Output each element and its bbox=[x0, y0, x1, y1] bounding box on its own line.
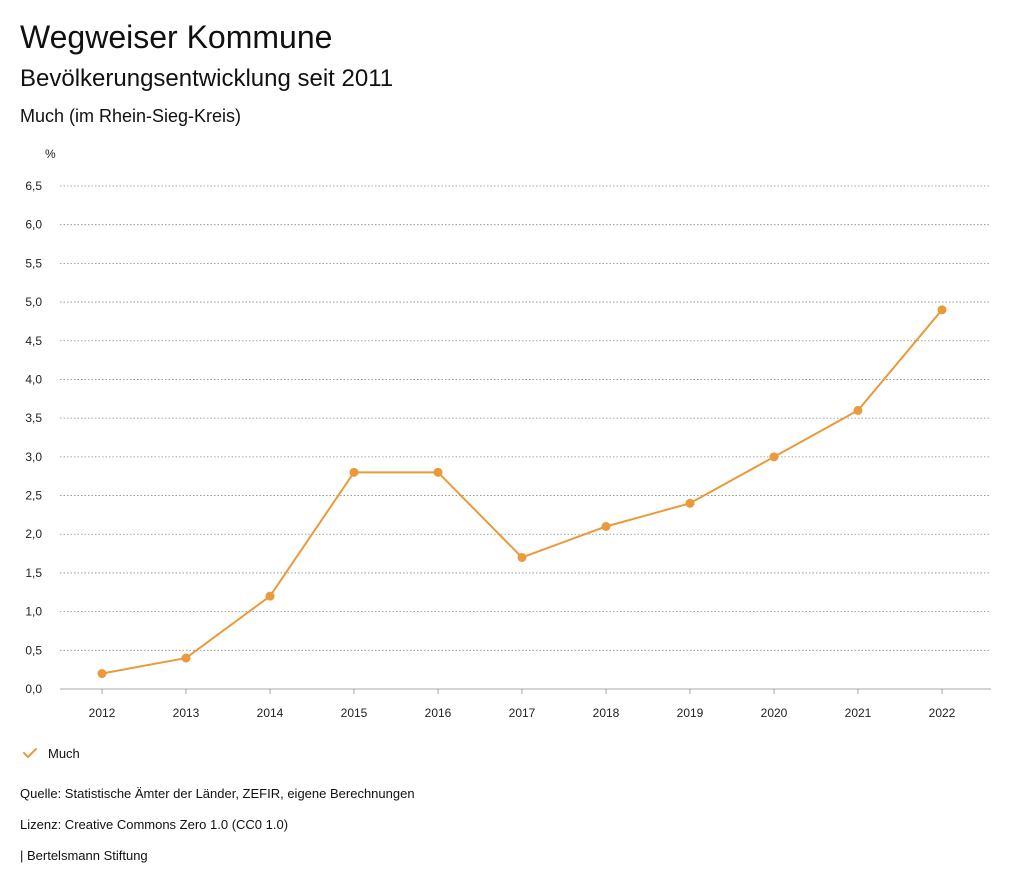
x-tick-label: 2018 bbox=[593, 706, 620, 720]
x-tick-label: 2013 bbox=[173, 706, 200, 720]
data-point[interactable] bbox=[853, 405, 863, 415]
y-tick-label: 3,5 bbox=[25, 411, 42, 425]
y-tick-label: 5,0 bbox=[25, 295, 42, 309]
data-point[interactable] bbox=[265, 591, 275, 601]
x-tick-label: 2012 bbox=[89, 706, 116, 720]
y-tick-label: 4,5 bbox=[25, 334, 42, 348]
data-point[interactable] bbox=[769, 452, 779, 462]
data-point[interactable] bbox=[517, 552, 527, 562]
y-tick-label: 4,0 bbox=[25, 372, 42, 386]
y-axis-unit-label: % bbox=[45, 147, 56, 161]
y-tick-label: 2,0 bbox=[25, 527, 42, 541]
x-axis-ticks: 2012 2013 2014 2015 2016 2017 2018 2019 2020 2021… bbox=[89, 689, 956, 720]
y-tick-label: 2,5 bbox=[25, 489, 42, 503]
x-tick-label: 2020 bbox=[761, 706, 788, 720]
y-tick-label: 6,5 bbox=[25, 179, 42, 193]
data-point[interactable] bbox=[601, 521, 611, 531]
x-tick-label: 2015 bbox=[341, 706, 368, 720]
x-tick-label: 2021 bbox=[845, 706, 872, 720]
x-tick-label: 2014 bbox=[257, 706, 284, 720]
data-point[interactable] bbox=[685, 498, 695, 508]
x-tick-label: 2019 bbox=[677, 706, 704, 720]
data-point[interactable] bbox=[97, 669, 107, 679]
y-tick-label: 5,5 bbox=[25, 256, 42, 270]
y-axis-ticks: 0,0 0,5 1,0 1,5 2,0 2,5 3,0 3,5 4,0 4,5 5,0 5,5 6,0 6… bbox=[25, 179, 42, 696]
legend-check-icon bbox=[23, 748, 37, 758]
y-tick-label: 1,0 bbox=[25, 605, 42, 619]
y-tick-label: 1,5 bbox=[25, 566, 42, 580]
data-point[interactable] bbox=[937, 305, 947, 315]
legend[interactable]: Much bbox=[22, 745, 80, 761]
series-much bbox=[97, 305, 947, 679]
source-note: Quelle: Statistische Ämter der Länder, Z… bbox=[20, 786, 415, 801]
legend-label: Much bbox=[48, 745, 80, 761]
grid-lines bbox=[60, 185, 991, 690]
x-tick-label: 2017 bbox=[509, 706, 536, 720]
x-tick-label: 2016 bbox=[425, 706, 452, 720]
data-point[interactable] bbox=[181, 653, 191, 663]
y-tick-label: 0,0 bbox=[25, 682, 42, 696]
y-tick-label: 6,0 bbox=[25, 218, 42, 232]
publisher-note[interactable]: | Bertelsmann Stiftung bbox=[20, 848, 148, 863]
page-title: Wegweiser Kommune bbox=[20, 19, 333, 55]
data-point[interactable] bbox=[349, 467, 359, 477]
y-tick-label: 3,0 bbox=[25, 450, 42, 464]
region-label: Much (im Rhein-Sieg-Kreis) bbox=[20, 106, 242, 126]
series-line bbox=[101, 309, 943, 675]
line-chart: % 0,0 0,5 1,0 1,5 2,0 2,5 3,0 3,5 4,0 4,5 5,0 5,5 6,… bbox=[25, 147, 991, 720]
chart-subtitle: Bevölkerungsentwicklung seit 2011 bbox=[20, 65, 394, 92]
data-point[interactable] bbox=[433, 467, 443, 477]
license-note: Lizenz: Creative Commons Zero 1.0 (CC0 1… bbox=[20, 817, 289, 832]
y-tick-label: 0,5 bbox=[25, 643, 42, 657]
x-tick-label: 2022 bbox=[929, 706, 956, 720]
